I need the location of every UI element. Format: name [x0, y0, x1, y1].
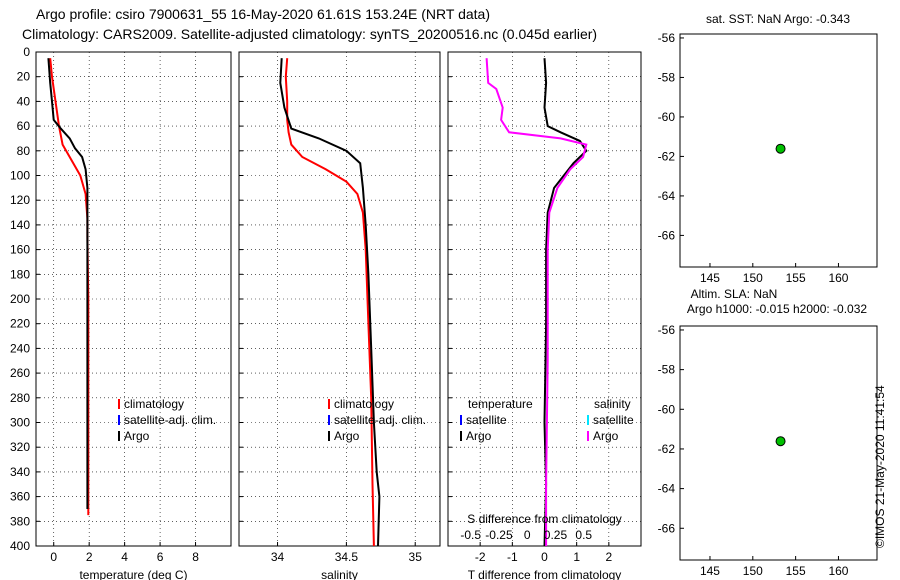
x-tick-label: 160: [828, 564, 848, 578]
series-line-t-argo: [543, 58, 588, 547]
legend-label: climatology: [124, 397, 184, 411]
x-tick-label: 8: [192, 550, 199, 564]
y-tick-label: 40: [17, 94, 31, 108]
legend-label: Argo: [466, 429, 492, 443]
x-tick-label: 2: [86, 550, 93, 564]
y-tick-label: 120: [10, 193, 30, 207]
legend-label: Argo: [334, 429, 360, 443]
y-tick-label: -66: [658, 228, 676, 242]
x-tick-label: 34: [271, 550, 285, 564]
map-frame-sst_map: [679, 33, 878, 268]
sla-map-subtitle: Argo h1000: -0.015 h2000: -0.032: [687, 302, 867, 316]
y-tick-label: 180: [10, 267, 30, 281]
panel-frame-temperature: [35, 51, 232, 547]
series-line-climatology: [284, 58, 375, 547]
x-tick-label: 0: [50, 550, 57, 564]
watermark: ©IMOS 21-May-2020 11:41:54: [873, 385, 887, 548]
s-diff-tick-label: 0.5: [575, 528, 592, 542]
x-tick-label: 4: [121, 550, 128, 564]
y-tick-label: -58: [658, 70, 676, 84]
y-tick-label: -64: [658, 189, 676, 203]
y-tick-label: 100: [10, 169, 30, 183]
y-tick-label: 160: [10, 243, 30, 257]
series-line-s-argo: [485, 58, 588, 546]
y-tick-label: 320: [10, 440, 30, 454]
legend-label: satellite-adj. clim.: [124, 413, 216, 427]
x-tick-label: 34.5: [335, 550, 359, 564]
y-tick-label: -62: [658, 442, 676, 456]
x-tick-label: 150: [743, 564, 763, 578]
x-tick-label: 2: [605, 550, 612, 564]
x-tick-label: 1: [573, 550, 580, 564]
x-tick-label: 145: [700, 564, 720, 578]
s-diff-tick-label: 0: [524, 528, 531, 542]
series-line-argo: [279, 58, 381, 547]
s-diff-tick-label: -0.5: [460, 528, 481, 542]
s-diff-tick-label: -0.25: [485, 528, 513, 542]
y-tick-label: 140: [10, 218, 30, 232]
y-tick-label: 20: [17, 70, 31, 84]
legend-label: satellite-adj. clim.: [334, 413, 426, 427]
x-tick-label: 0: [541, 550, 548, 564]
y-tick-label: -64: [658, 482, 676, 496]
y-tick-label: -62: [658, 149, 676, 163]
y-tick-label: 400: [10, 539, 30, 553]
x-axis-label: T difference from climatology: [468, 568, 622, 580]
y-tick-label: 0: [23, 45, 30, 59]
s-diff-tick-label: 0.25: [544, 528, 568, 542]
y-tick-label: -60: [658, 402, 676, 416]
y-tick-label: 280: [10, 391, 30, 405]
legend-title-salinity: salinity: [594, 397, 631, 411]
x-tick-label: 35: [409, 550, 423, 564]
series-line-climatology: [49, 58, 90, 516]
y-tick-label: 80: [17, 144, 31, 158]
y-tick-label: 220: [10, 317, 30, 331]
x-tick-label: 155: [786, 271, 806, 285]
y-tick-label: -56: [658, 323, 676, 337]
map-frame-sla_map: [679, 325, 878, 561]
y-tick-label: 200: [10, 292, 30, 306]
argo-location-marker: [775, 436, 786, 447]
x-axis-label: salinity: [321, 568, 358, 580]
y-tick-label: -58: [658, 363, 676, 377]
title-line1: Argo profile: csiro 7900631_55 16-May-20…: [36, 6, 490, 22]
series-line-argo: [47, 58, 89, 509]
y-tick-label: 380: [10, 514, 30, 528]
y-tick-label: 340: [10, 465, 30, 479]
sst-map-title: sat. SST: NaN Argo: -0.343: [706, 12, 850, 26]
legend-title-temperature: temperature: [468, 397, 533, 411]
y-tick-label: 300: [10, 416, 30, 430]
legend-label: satellite: [466, 413, 507, 427]
argo-location-marker: [775, 143, 786, 154]
x-tick-label: 155: [786, 564, 806, 578]
y-tick-label: -60: [658, 110, 676, 124]
x-tick-label: -2: [475, 550, 486, 564]
x-tick-label: 160: [828, 271, 848, 285]
x-tick-label: 145: [700, 271, 720, 285]
x-axis-label: temperature (deg C): [79, 568, 187, 580]
legend-label: satellite: [593, 413, 634, 427]
legend-label: Argo: [124, 429, 150, 443]
sla-map-title: Altim. SLA: NaN: [691, 287, 778, 301]
y-tick-label: 360: [10, 490, 30, 504]
y-tick-label: -56: [658, 31, 676, 45]
legend-label: Argo: [593, 429, 619, 443]
y-tick-label: 240: [10, 341, 30, 355]
x-tick-label: 6: [157, 550, 164, 564]
y-tick-label: 260: [10, 366, 30, 380]
y-tick-label: -66: [658, 521, 676, 535]
title-line2: Climatology: CARS2009. Satellite-adjuste…: [22, 26, 597, 42]
x-tick-label: 150: [743, 271, 763, 285]
s-diff-label: S difference from climatology: [467, 512, 622, 526]
legend-label: climatology: [334, 397, 394, 411]
y-tick-label: 60: [17, 119, 31, 133]
x-tick-label: -1: [507, 550, 518, 564]
